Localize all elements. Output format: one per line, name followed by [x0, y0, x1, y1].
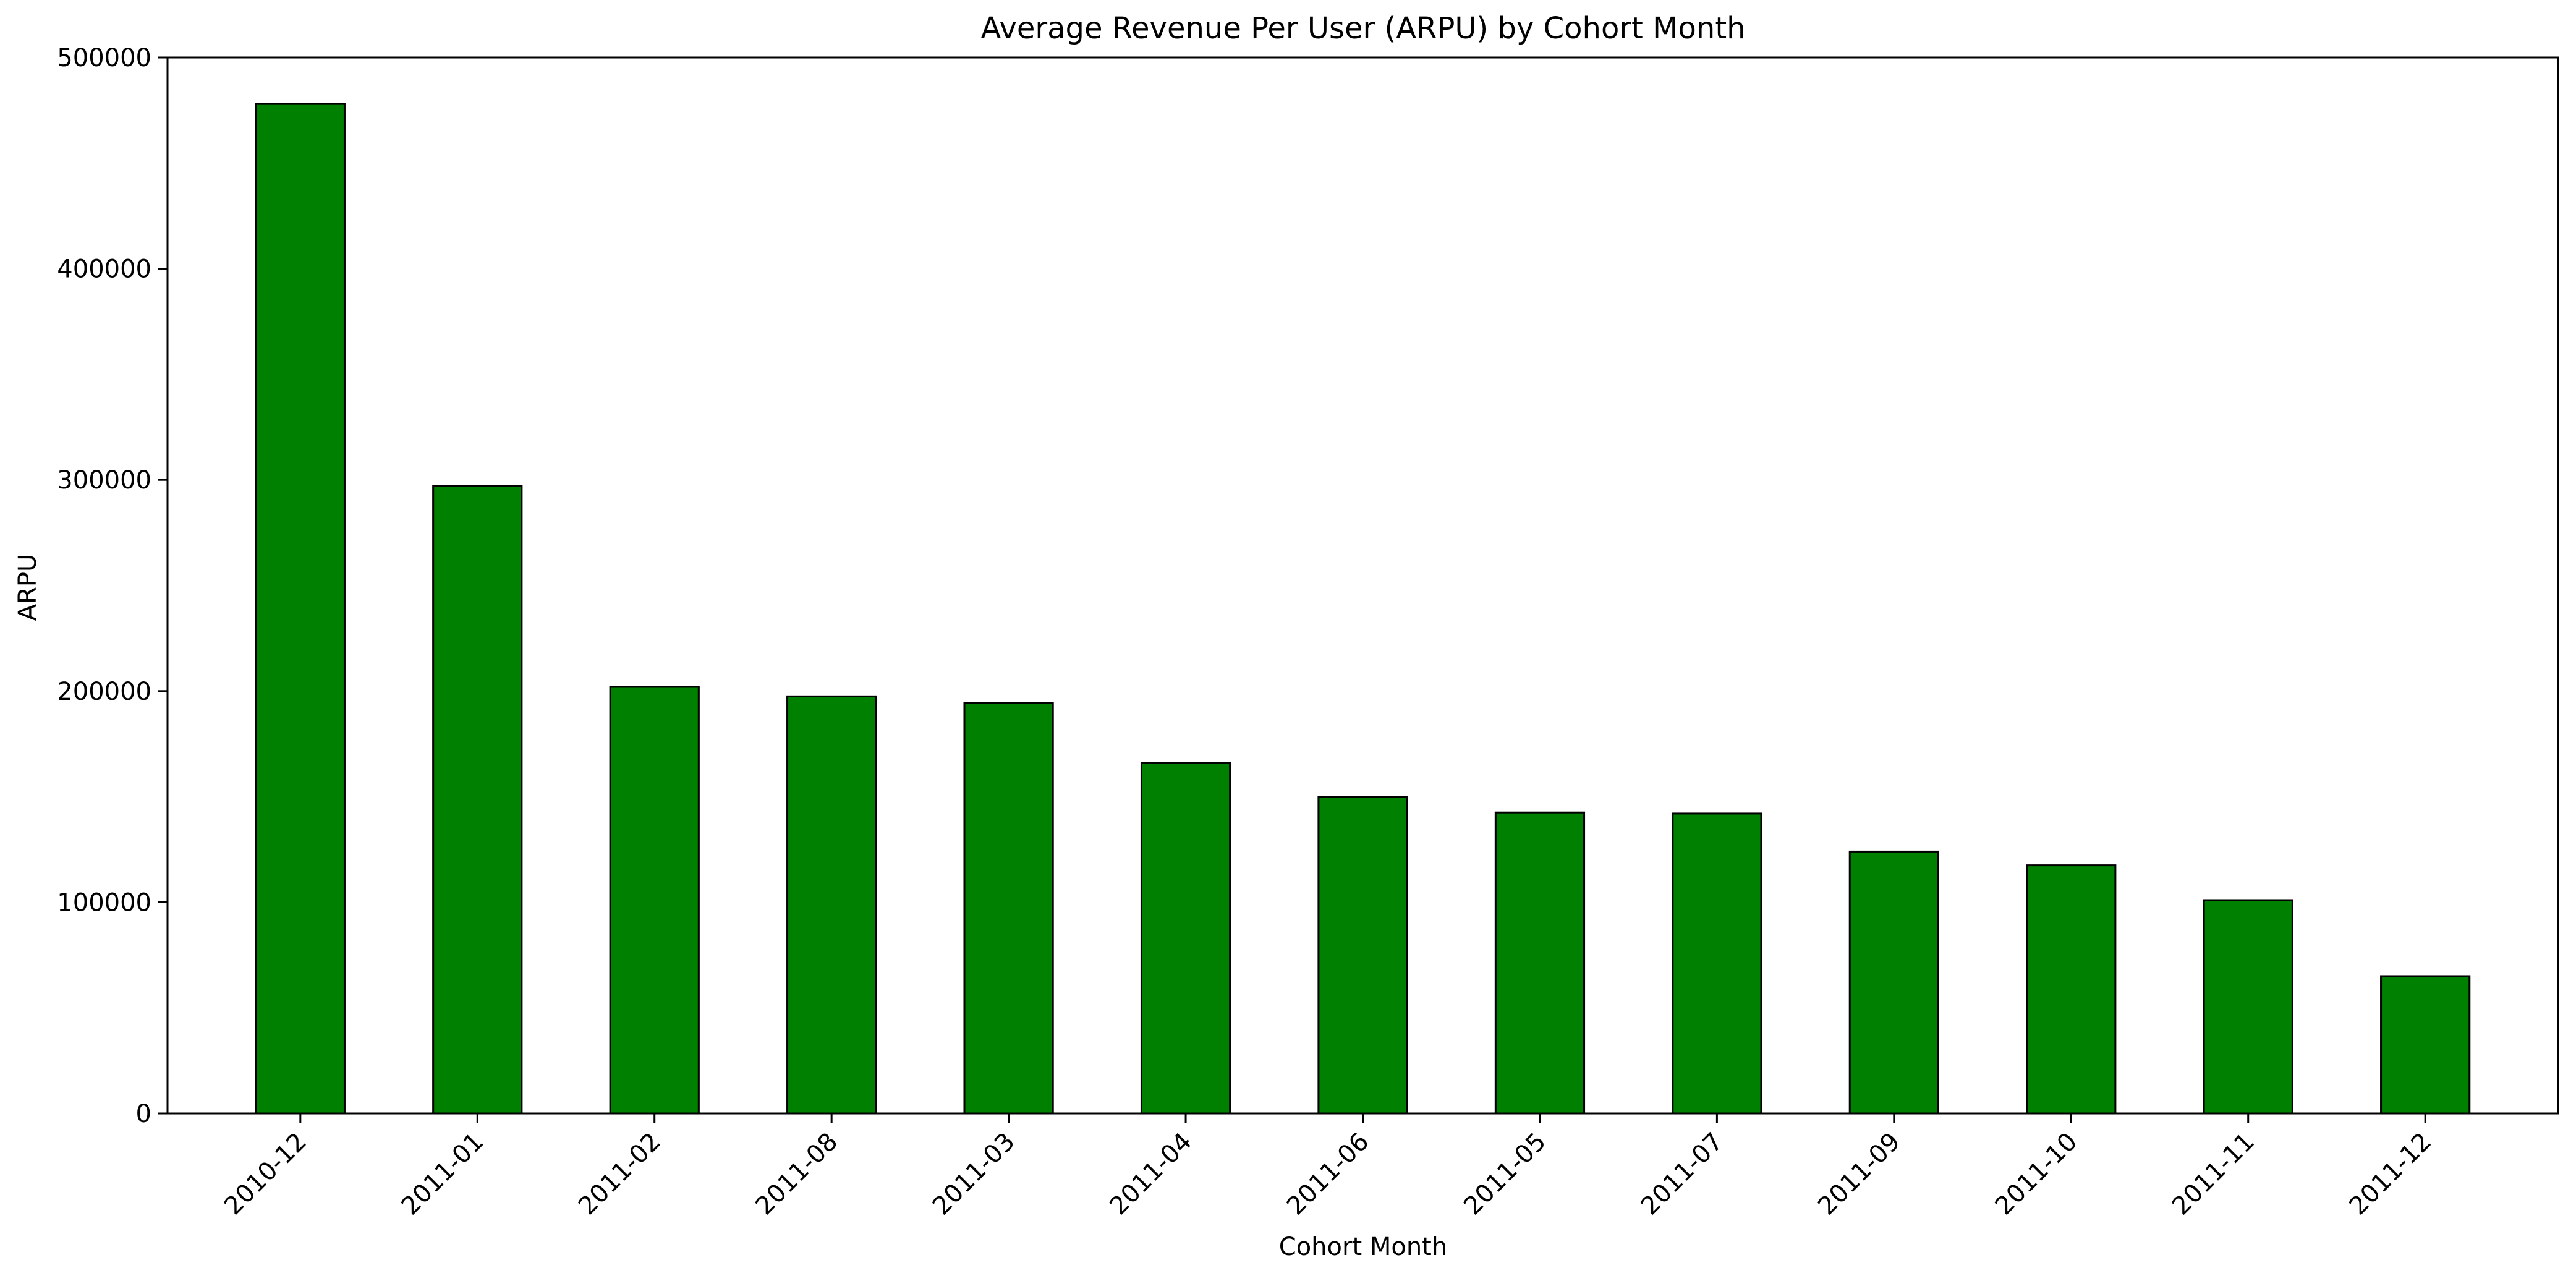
- bar-2011-07: [1672, 812, 1762, 1115]
- chart-title: Average Revenue Per User (ARPU) by Cohor…: [980, 11, 1745, 46]
- x-axis-label: Cohort Month: [1279, 1233, 1447, 1261]
- bar-2011-04: [1140, 762, 1231, 1115]
- y-tick-label: 0: [136, 1100, 151, 1128]
- plot-area-frame: [166, 56, 2559, 1115]
- y-tick-label: 100000: [57, 888, 151, 917]
- y-tick-label: 300000: [57, 466, 151, 495]
- y-axis-ticks: 0 100000 200000 300000 400000 500000: [57, 44, 168, 1128]
- bar-2011-05: [1494, 811, 1586, 1115]
- bar-2010-12: [255, 103, 346, 1115]
- bar-2011-03: [963, 702, 1054, 1115]
- bar-2011-02: [609, 686, 700, 1115]
- y-tick-label: 200000: [57, 678, 151, 706]
- bar-2011-06: [1317, 796, 1408, 1115]
- y-tick-label: 500000: [57, 44, 151, 72]
- bar-2011-12: [2380, 975, 2471, 1115]
- y-tick-label: 400000: [57, 255, 151, 284]
- bar-2011-08: [786, 695, 877, 1115]
- bar-series: [255, 103, 2471, 1115]
- y-axis-label: ARPU: [14, 554, 42, 621]
- bar-2011-10: [2026, 864, 2117, 1115]
- bar-2011-11: [2203, 899, 2293, 1115]
- bar-2011-01: [432, 485, 523, 1115]
- bar-2011-09: [1848, 850, 1939, 1115]
